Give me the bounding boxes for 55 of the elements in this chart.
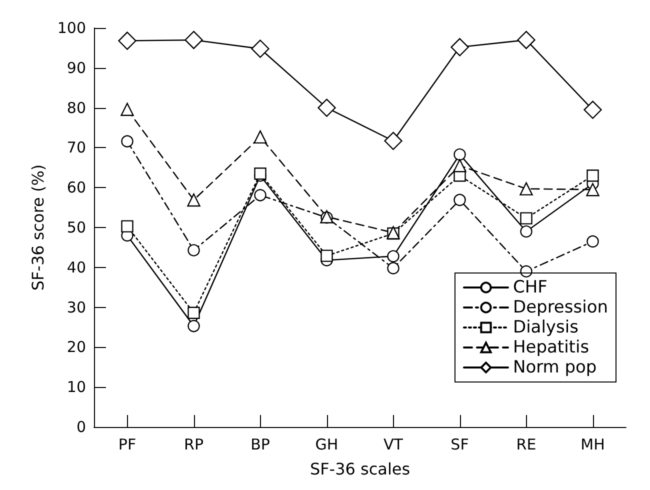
point [187, 193, 200, 207]
y-tick-label: 60 [66, 178, 86, 197]
point [520, 212, 532, 224]
point [517, 30, 536, 50]
y-tick-label: 40 [66, 258, 86, 276]
y-tick-label: 80 [66, 98, 86, 117]
point [184, 30, 203, 50]
point [121, 220, 134, 232]
point [251, 40, 270, 58]
legend-label: Hepatitis [512, 338, 590, 358]
y-tick-label: 90 [66, 58, 86, 77]
x-tick-label: RE [516, 436, 536, 454]
point [586, 170, 599, 182]
y-tick-label: 0 [76, 418, 86, 436]
legend-label: Norm pop [512, 358, 597, 378]
y-tick-label: 10 [66, 378, 86, 396]
point [118, 32, 136, 50]
point [384, 132, 402, 150]
y-tick-label: 50 [66, 218, 86, 236]
point [454, 194, 466, 206]
y-tick-label: 20 [66, 338, 86, 356]
legend-label: Depression [512, 298, 608, 318]
point [454, 148, 466, 161]
x-axis-title: SF-36 scales [310, 460, 410, 478]
x-tick-label: MH [580, 436, 605, 454]
x-tick-label: BP [250, 436, 270, 454]
y-axis-title: SF-36 score (%) [28, 164, 48, 291]
point [120, 102, 134, 116]
point [453, 159, 466, 172]
point [121, 135, 134, 148]
point [520, 182, 533, 196]
point [188, 320, 200, 332]
point [586, 182, 600, 196]
point [387, 250, 400, 262]
point [188, 244, 200, 256]
point [584, 100, 602, 119]
y-tick-label: 70 [66, 138, 86, 157]
point [387, 262, 400, 274]
point [586, 235, 599, 248]
x-tick-label: VT [384, 436, 404, 454]
x-tick-label: SF [450, 436, 469, 454]
point [254, 189, 266, 202]
legend-label: CHF [512, 278, 548, 298]
x-tick-label: PF [118, 436, 136, 454]
point [520, 225, 532, 238]
y-tick-label: 100 [57, 19, 86, 37]
legend-label: Dialysis [512, 318, 579, 338]
point [254, 130, 267, 144]
point [450, 38, 469, 56]
y-tick-label: 30 [66, 298, 86, 316]
point [320, 250, 333, 262]
x-tick-label: GH [315, 436, 338, 454]
point [318, 98, 336, 117]
point [188, 306, 200, 319]
x-tick-label: RP [184, 436, 204, 454]
